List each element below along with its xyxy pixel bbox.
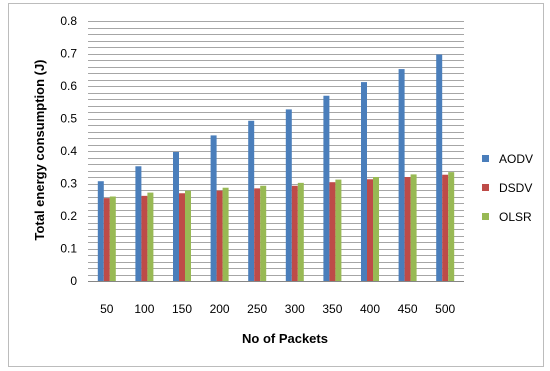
bar-aodv <box>323 95 330 281</box>
bar-aodv <box>248 120 255 282</box>
bar-dsdv <box>442 174 449 281</box>
bar-dsdv <box>329 182 336 281</box>
bar-olsr <box>260 185 267 281</box>
bar-olsr <box>373 177 379 281</box>
x-tick-labels: 50 100 150 200 250 300 350 400 450 500 <box>100 302 455 316</box>
bar-aodv <box>210 135 217 281</box>
x-tick-label: 350 <box>322 302 342 316</box>
y-tick-label: 0.5 <box>60 112 77 126</box>
bar-dsdv <box>367 179 373 281</box>
bar-olsr <box>410 174 417 281</box>
x-tick-label: 100 <box>134 302 154 316</box>
x-tick-label: 50 <box>100 302 114 316</box>
y-tick-label: 0.4 <box>60 144 77 158</box>
bar-olsr <box>335 179 342 281</box>
x-tick-label: 450 <box>398 302 418 316</box>
x-tick-label: 150 <box>172 302 192 316</box>
bar-aodv <box>97 181 104 281</box>
bar-aodv <box>436 54 443 281</box>
y-tick-label: 0.6 <box>60 79 77 93</box>
bars <box>97 54 455 282</box>
bar-dsdv <box>103 198 110 281</box>
legend-label-olsr: OLSR <box>499 210 532 224</box>
x-tick-label: 500 <box>435 302 455 316</box>
y-tick-label: 0.2 <box>60 209 77 223</box>
y-tick-labels: 0 0.1 0.2 0.3 0.4 0.5 0.6 0.7 0.8 <box>60 14 77 288</box>
bar-dsdv <box>179 193 185 281</box>
bar-olsr <box>297 182 304 281</box>
x-tick-label: 200 <box>210 302 230 316</box>
y-tick-label: 0.3 <box>60 177 77 191</box>
bar-aodv <box>173 151 179 281</box>
bar-aodv <box>135 166 142 281</box>
y-tick-label: 0 <box>70 274 77 288</box>
bar-dsdv <box>216 190 223 281</box>
legend-swatch-aodv <box>482 155 489 162</box>
x-tick-label: 250 <box>247 302 267 316</box>
x-tick-label: 400 <box>360 302 380 316</box>
bar-dsdv <box>141 195 148 281</box>
bar-aodv <box>285 109 292 282</box>
legend-label-dsdv: DSDV <box>499 181 532 195</box>
bar-dsdv <box>404 177 411 281</box>
bar-olsr <box>448 172 455 281</box>
y-tick-label: 0.1 <box>60 242 77 256</box>
bar-olsr <box>109 196 116 281</box>
bar-olsr <box>147 192 154 281</box>
bar-aodv <box>361 82 367 281</box>
y-tick-label: 0.8 <box>60 14 77 28</box>
bar-aodv <box>398 69 405 281</box>
legend-swatch-dsdv <box>482 184 489 191</box>
x-tick-label: 300 <box>285 302 305 316</box>
legend-label-aodv: AODV <box>499 152 533 166</box>
bar-dsdv <box>291 185 298 281</box>
bar-dsdv <box>254 188 261 281</box>
y-tick-label: 0.7 <box>60 47 77 61</box>
bar-olsr <box>222 187 229 281</box>
y-axis-title: Total energy consumption (J) <box>32 59 47 240</box>
legend: AODV DSDV OLSR <box>482 152 533 224</box>
legend-swatch-olsr <box>482 213 489 220</box>
x-axis-title: No of Packets <box>242 331 328 346</box>
bar-olsr <box>185 190 191 281</box>
